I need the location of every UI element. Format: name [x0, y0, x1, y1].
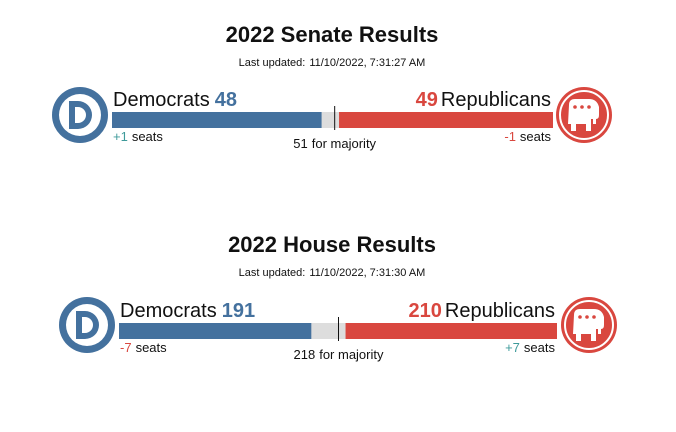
dem-change-value: -7 [120, 340, 132, 355]
rep-bar [339, 112, 553, 128]
last-updated: Last updated: 11/10/2022, 7:31:27 AM [239, 57, 426, 69]
rep-logo-star [585, 315, 589, 319]
majority-value: 51 [293, 136, 307, 151]
rep-seats: 210 [409, 300, 442, 322]
majority-text: 51 for majority [293, 136, 376, 151]
dem-name: Democrats [120, 300, 217, 322]
updated-time: 11/10/2022, 7:31:27 AM [309, 57, 425, 69]
dem-change: +1 seats [113, 129, 163, 144]
rep-name: Republicans [441, 89, 551, 111]
dem-heading: Democrats 191 [120, 300, 255, 322]
rep-logo-star [580, 105, 584, 109]
rep-logo-star [587, 105, 591, 109]
majority-text: 218 for majority [294, 347, 384, 362]
rep-name: Republicans [445, 300, 555, 322]
dem-logo-letter [69, 101, 92, 129]
rep-change-unit: seats [524, 340, 556, 355]
updated-time: 11/10/2022, 7:31:30 AM [309, 267, 425, 279]
dem-heading: Democrats 48 [113, 89, 237, 111]
updated-label: Last updated: [239, 267, 306, 279]
dem-change-unit: seats [132, 129, 164, 144]
rep-change-unit: seats [520, 129, 552, 144]
dem-change: -7 seats [120, 340, 167, 355]
rep-logo-ring [559, 90, 609, 140]
race-panel: 2022 Senate Results Last updated: 11/10/20… [52, 22, 612, 151]
rep-change-value: -1 [504, 129, 516, 144]
dem-logo-ring [66, 304, 108, 346]
majority-value: 218 [294, 347, 316, 362]
dem-seats: 48 [215, 89, 237, 111]
dem-name: Democrats [113, 89, 210, 111]
rep-logo-star [592, 315, 596, 319]
dem-bar [112, 112, 322, 128]
majority-label: for majority [312, 136, 377, 151]
rep-logo-star [578, 315, 582, 319]
rep-logo-star [573, 105, 577, 109]
rep-change: +7 seats [505, 340, 555, 355]
rep-bar [345, 323, 557, 339]
dem-bar [119, 323, 312, 339]
rep-logo-ring [564, 300, 614, 350]
rep-change: -1 seats [504, 129, 551, 144]
dem-seats: 191 [222, 300, 255, 322]
dem-logo-letter [76, 311, 99, 339]
race-title: 2022 House Results [228, 232, 436, 257]
rep-heading: 210 Republicans [409, 300, 555, 322]
dem-change-unit: seats [136, 340, 168, 355]
last-updated: Last updated: 11/10/2022, 7:31:30 AM [239, 267, 426, 279]
updated-label: Last updated: [239, 57, 306, 69]
rep-heading: 49 Republicans [416, 89, 551, 111]
rep-change-value: +7 [505, 340, 520, 355]
dem-change-value: +1 [113, 129, 128, 144]
race-panel: 2022 House Results Last updated: 11/10/202… [59, 232, 617, 362]
rep-seats: 49 [416, 89, 438, 111]
race-title: 2022 Senate Results [226, 22, 439, 47]
majority-label: for majority [319, 347, 384, 362]
dem-logo-ring [59, 94, 101, 136]
